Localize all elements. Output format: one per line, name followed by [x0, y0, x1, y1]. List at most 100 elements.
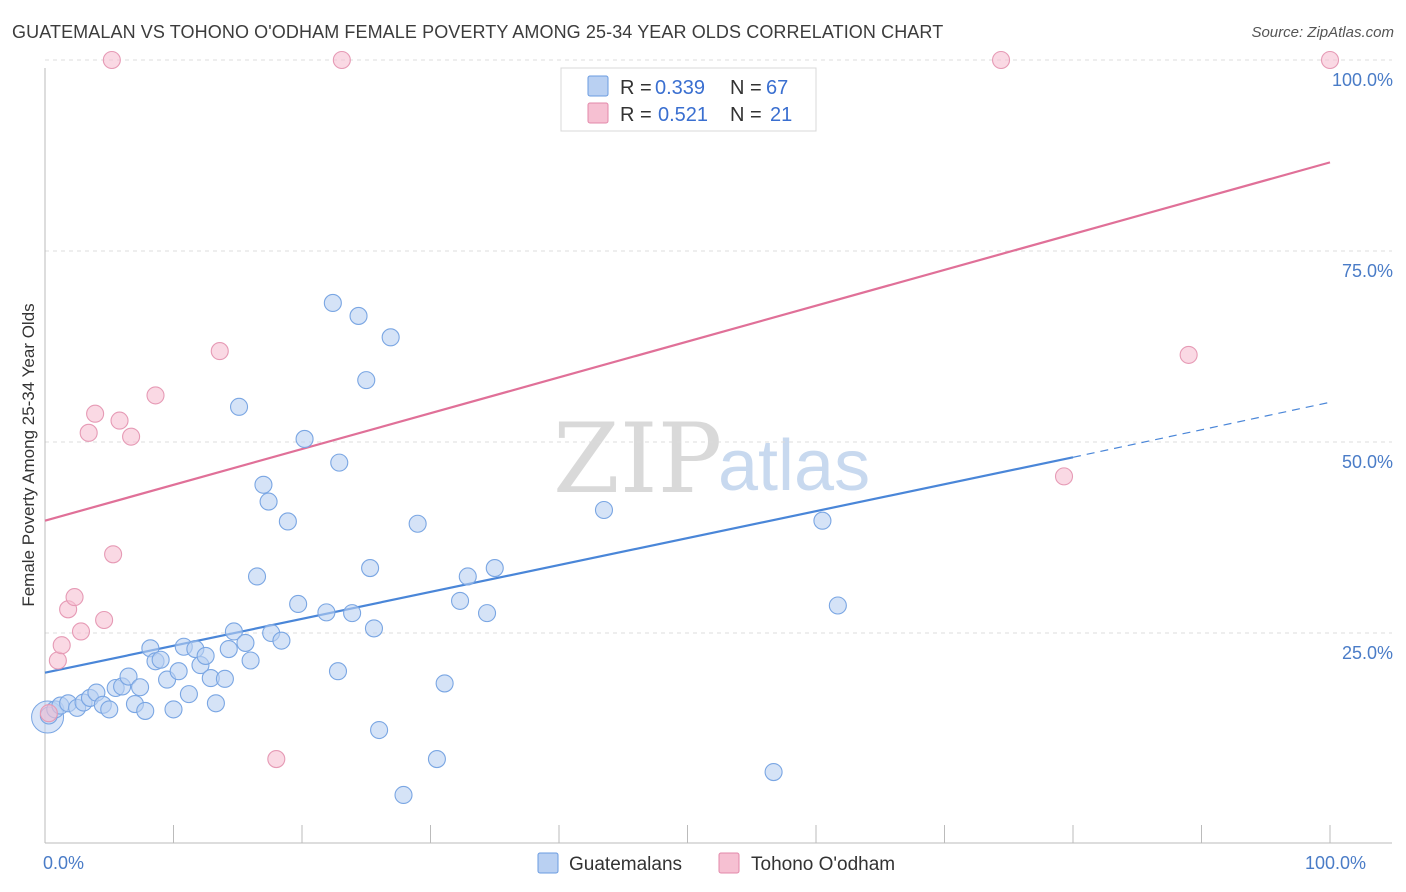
point-guatemalans-35	[247, 567, 267, 586]
point-tohono-8	[95, 610, 114, 630]
legend-n-value-1: 67	[766, 77, 788, 99]
point-guatemalans-52	[370, 720, 389, 740]
series-legend-swatch-guatemalans	[537, 852, 559, 874]
source-label: Source: ZipAtlas.com	[1251, 24, 1394, 41]
point-guatemalans-54	[394, 785, 413, 805]
point-guatemalans-9	[100, 700, 119, 719]
data-points	[31, 50, 1340, 805]
watermark-atlas: atlas	[718, 426, 870, 506]
point-tohono-1	[48, 651, 67, 670]
point-guatemalans-65	[828, 596, 847, 615]
y-tick-label-25: 25.0%	[1342, 643, 1393, 663]
point-guatemalans-36	[254, 475, 273, 494]
point-guatemalans-43	[317, 603, 336, 622]
series-legend-label-guatemalans: Guatemalans	[569, 854, 682, 875]
legend-swatch-tohono	[587, 102, 609, 124]
point-guatemalans-32	[229, 397, 249, 416]
point-guatemalans-15	[136, 701, 155, 720]
point-guatemalans-18	[151, 650, 170, 669]
point-guatemalans-55	[408, 514, 427, 533]
y-axis-label: Female Poverty Among 25-34 Year Olds	[19, 303, 38, 606]
point-guatemalans-51	[364, 619, 384, 638]
legend-n-value-2: 21	[770, 104, 792, 126]
point-guatemalans-59	[458, 567, 477, 586]
watermark-zip: ZIP	[553, 403, 722, 515]
point-guatemalans-56	[427, 750, 446, 769]
point-guatemalans-50	[361, 559, 380, 578]
point-tohono-19	[1179, 345, 1198, 364]
point-guatemalans-12	[119, 667, 138, 686]
point-guatemalans-14	[131, 678, 150, 697]
chart-title: GUATEMALAN VS TOHONO O'ODHAM FEMALE POVE…	[12, 22, 944, 42]
point-guatemalans-33	[236, 633, 255, 652]
point-guatemalans-28	[206, 694, 225, 713]
point-guatemalans-63	[764, 762, 783, 782]
point-tohono-5	[71, 622, 91, 641]
point-tohono-11	[110, 411, 129, 430]
point-tohono-0	[39, 704, 58, 723]
legend-swatch-guatemalans	[587, 75, 609, 97]
point-guatemalans-62	[594, 500, 614, 520]
point-guatemalans-48	[349, 306, 368, 325]
point-guatemalans-26	[196, 646, 215, 665]
point-tohono-16	[332, 50, 351, 70]
x-tick-label-100: 100.0%	[1305, 853, 1366, 873]
point-guatemalans-29	[215, 669, 234, 688]
point-tohono-18	[1054, 467, 1074, 486]
x-tick-label-0: 0.0%	[43, 853, 84, 873]
series-legend-swatch-tohono	[718, 852, 740, 874]
trend-line-tohono	[44, 161, 1331, 522]
point-guatemalans-61	[485, 559, 504, 578]
legend-r-label-2: R =	[620, 104, 652, 126]
point-tohono-9	[102, 50, 121, 70]
point-guatemalans-23	[179, 685, 198, 704]
point-guatemalans-58	[451, 591, 470, 610]
point-guatemalans-30	[219, 639, 238, 659]
point-tohono-2	[52, 636, 71, 655]
point-guatemalans-41	[289, 594, 308, 614]
point-guatemalans-39	[272, 631, 291, 650]
point-tohono-15	[267, 750, 286, 769]
point-tohono-14	[210, 342, 229, 361]
series-legend: Guatemalans Tohono O'odham	[537, 852, 895, 875]
point-guatemalans-34	[241, 651, 260, 670]
point-guatemalans-31	[224, 622, 243, 641]
legend-r-value-1: 0.339	[655, 77, 705, 99]
point-guatemalans-20	[164, 700, 183, 719]
trend-lines	[44, 161, 1331, 674]
point-guatemalans-46	[330, 453, 349, 472]
point-tohono-10	[104, 545, 123, 564]
point-guatemalans-45	[328, 662, 348, 681]
point-guatemalans-53	[381, 328, 400, 347]
point-guatemalans-21	[169, 662, 188, 681]
y-tick-label-50: 50.0%	[1342, 452, 1393, 472]
legend-n-label-1: N =	[730, 77, 762, 99]
point-guatemalans-57	[435, 674, 454, 693]
point-guatemalans-49	[357, 371, 376, 390]
point-guatemalans-42	[295, 429, 314, 448]
legend-r-label-1: R =	[620, 77, 652, 99]
point-tohono-6	[79, 423, 98, 442]
y-tick-label-75: 75.0%	[1342, 261, 1393, 281]
point-guatemalans-44	[323, 293, 342, 313]
point-tohono-20	[1320, 50, 1340, 70]
point-guatemalans-37	[259, 492, 278, 511]
series-legend-label-tohono: Tohono O'odham	[751, 854, 895, 875]
point-tohono-12	[122, 427, 141, 446]
y-tick-label-100: 100.0%	[1332, 70, 1393, 90]
legend-n-label-2: N =	[730, 104, 762, 126]
trend-line-guatemalans-projection	[1072, 401, 1331, 458]
point-guatemalans-60	[477, 604, 497, 623]
stats-legend: R = 0.339 N = 67 R = 0.521 N = 21	[560, 67, 817, 132]
point-tohono-7	[86, 404, 105, 423]
point-tohono-4	[65, 588, 84, 607]
point-guatemalans-40	[278, 512, 297, 531]
tick-labels: 25.0% 50.0% 75.0% 100.0% 0.0% 100.0%	[43, 70, 1393, 873]
point-guatemalans-47	[343, 604, 362, 623]
point-tohono-13	[146, 386, 165, 405]
legend-r-value-2: 0.521	[658, 104, 708, 126]
point-tohono-17	[991, 50, 1011, 70]
trend-line-guatemalans	[44, 456, 1074, 674]
point-guatemalans-64	[813, 511, 832, 530]
